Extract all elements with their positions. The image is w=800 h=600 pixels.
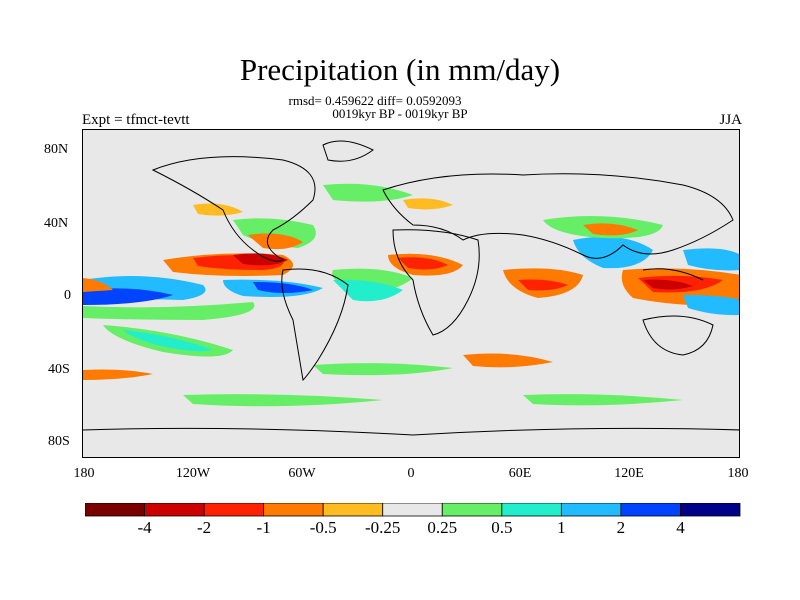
colorbar-label: -4 — [137, 518, 152, 537]
period-line: 0019kyr BP - 0019kyr BP — [332, 106, 468, 121]
colorbar-label: -0.25 — [365, 518, 401, 537]
lat-tick-40n: 40N — [44, 216, 69, 231]
lat-tick-0: 0 — [64, 288, 71, 303]
greenland-outline — [322, 140, 374, 162]
stats-line: rmsd= 0.459622 diff= 0.0592093 — [288, 93, 462, 108]
lat-tick-80s: 80S — [48, 434, 70, 449]
colorbar-label: 1 — [557, 518, 566, 537]
field-blob — [183, 394, 383, 407]
colorbar-swatch — [322, 503, 384, 517]
colorbar-swatch — [501, 503, 562, 517]
field-blob — [83, 278, 113, 292]
anomaly-fields — [83, 183, 739, 407]
field-blob — [583, 223, 638, 236]
field-blob — [518, 279, 568, 291]
colorbar-swatch — [620, 503, 681, 517]
colorbar-swatch — [680, 503, 741, 517]
field-blob — [83, 302, 255, 320]
field-blob — [253, 282, 313, 293]
field-blob — [523, 394, 683, 406]
africa-outline — [392, 229, 480, 336]
lon-tick-120w: 120W — [175, 466, 211, 481]
plot-title: Precipitation (in mm/day) — [239, 52, 561, 87]
field-blob — [403, 198, 453, 210]
australia-outline — [642, 315, 714, 356]
colorbar-label: 2 — [616, 518, 626, 537]
field-blob — [233, 253, 288, 266]
field-blob — [683, 295, 739, 316]
colorbar-label: 4 — [676, 518, 685, 537]
field-blob — [83, 369, 153, 380]
field-blob — [683, 248, 739, 271]
colorbar-swatch — [85, 503, 145, 517]
lon-tick-60e: 60E — [508, 466, 532, 481]
colorbar-swatch — [263, 503, 324, 517]
field-blob — [313, 363, 453, 376]
colorbar-swatch — [441, 503, 503, 517]
colorbar-label: -1 — [256, 518, 271, 537]
lon-tick-60w: 60W — [288, 466, 316, 481]
season-label: JJA — [719, 112, 742, 128]
field-blob — [83, 288, 173, 305]
coastlines — [83, 140, 739, 436]
colorbar-label: -0.5 — [309, 518, 337, 537]
antarctica-outline — [83, 427, 739, 436]
colorbar-label: -2 — [196, 518, 212, 537]
field-blob — [573, 236, 653, 269]
field-blob — [323, 183, 413, 202]
lat-tick-40s: 40S — [48, 362, 70, 377]
north-america-outline — [151, 156, 316, 262]
colorbar-swatch — [560, 503, 622, 517]
field-blob — [463, 353, 553, 368]
lon-tick-0: 0 — [407, 466, 415, 481]
colorbar-label: 0.5 — [491, 518, 513, 537]
colorbar-swatch — [382, 503, 443, 517]
map-svg — [83, 130, 739, 457]
experiment-label: Expt = tfmct-tevtt — [82, 112, 190, 128]
field-blob — [193, 203, 243, 216]
maritime-continent-outline — [642, 268, 704, 281]
colorbar-label: 0.25 — [427, 518, 458, 537]
colorbar-swatch — [144, 503, 205, 517]
colorbar — [85, 503, 741, 517]
stats-text: rmsd= 0.459622 diff= 0.0592093 0019kyr B… — [0, 94, 800, 120]
field-blob — [123, 330, 213, 352]
south-america-outline — [281, 268, 349, 382]
lon-tick-180w: 180 — [73, 466, 95, 481]
lat-tick-80n: 80N — [44, 142, 69, 157]
lon-tick-120e: 120E — [614, 466, 644, 481]
field-blob — [398, 257, 448, 270]
eurasia-outline — [382, 173, 734, 259]
colorbar-swatch — [203, 503, 265, 517]
field-blob — [248, 233, 303, 250]
field-blob — [333, 279, 403, 302]
precipitation-map — [82, 129, 740, 458]
field-blob — [643, 279, 693, 290]
lon-tick-180e: 180 — [727, 466, 749, 481]
